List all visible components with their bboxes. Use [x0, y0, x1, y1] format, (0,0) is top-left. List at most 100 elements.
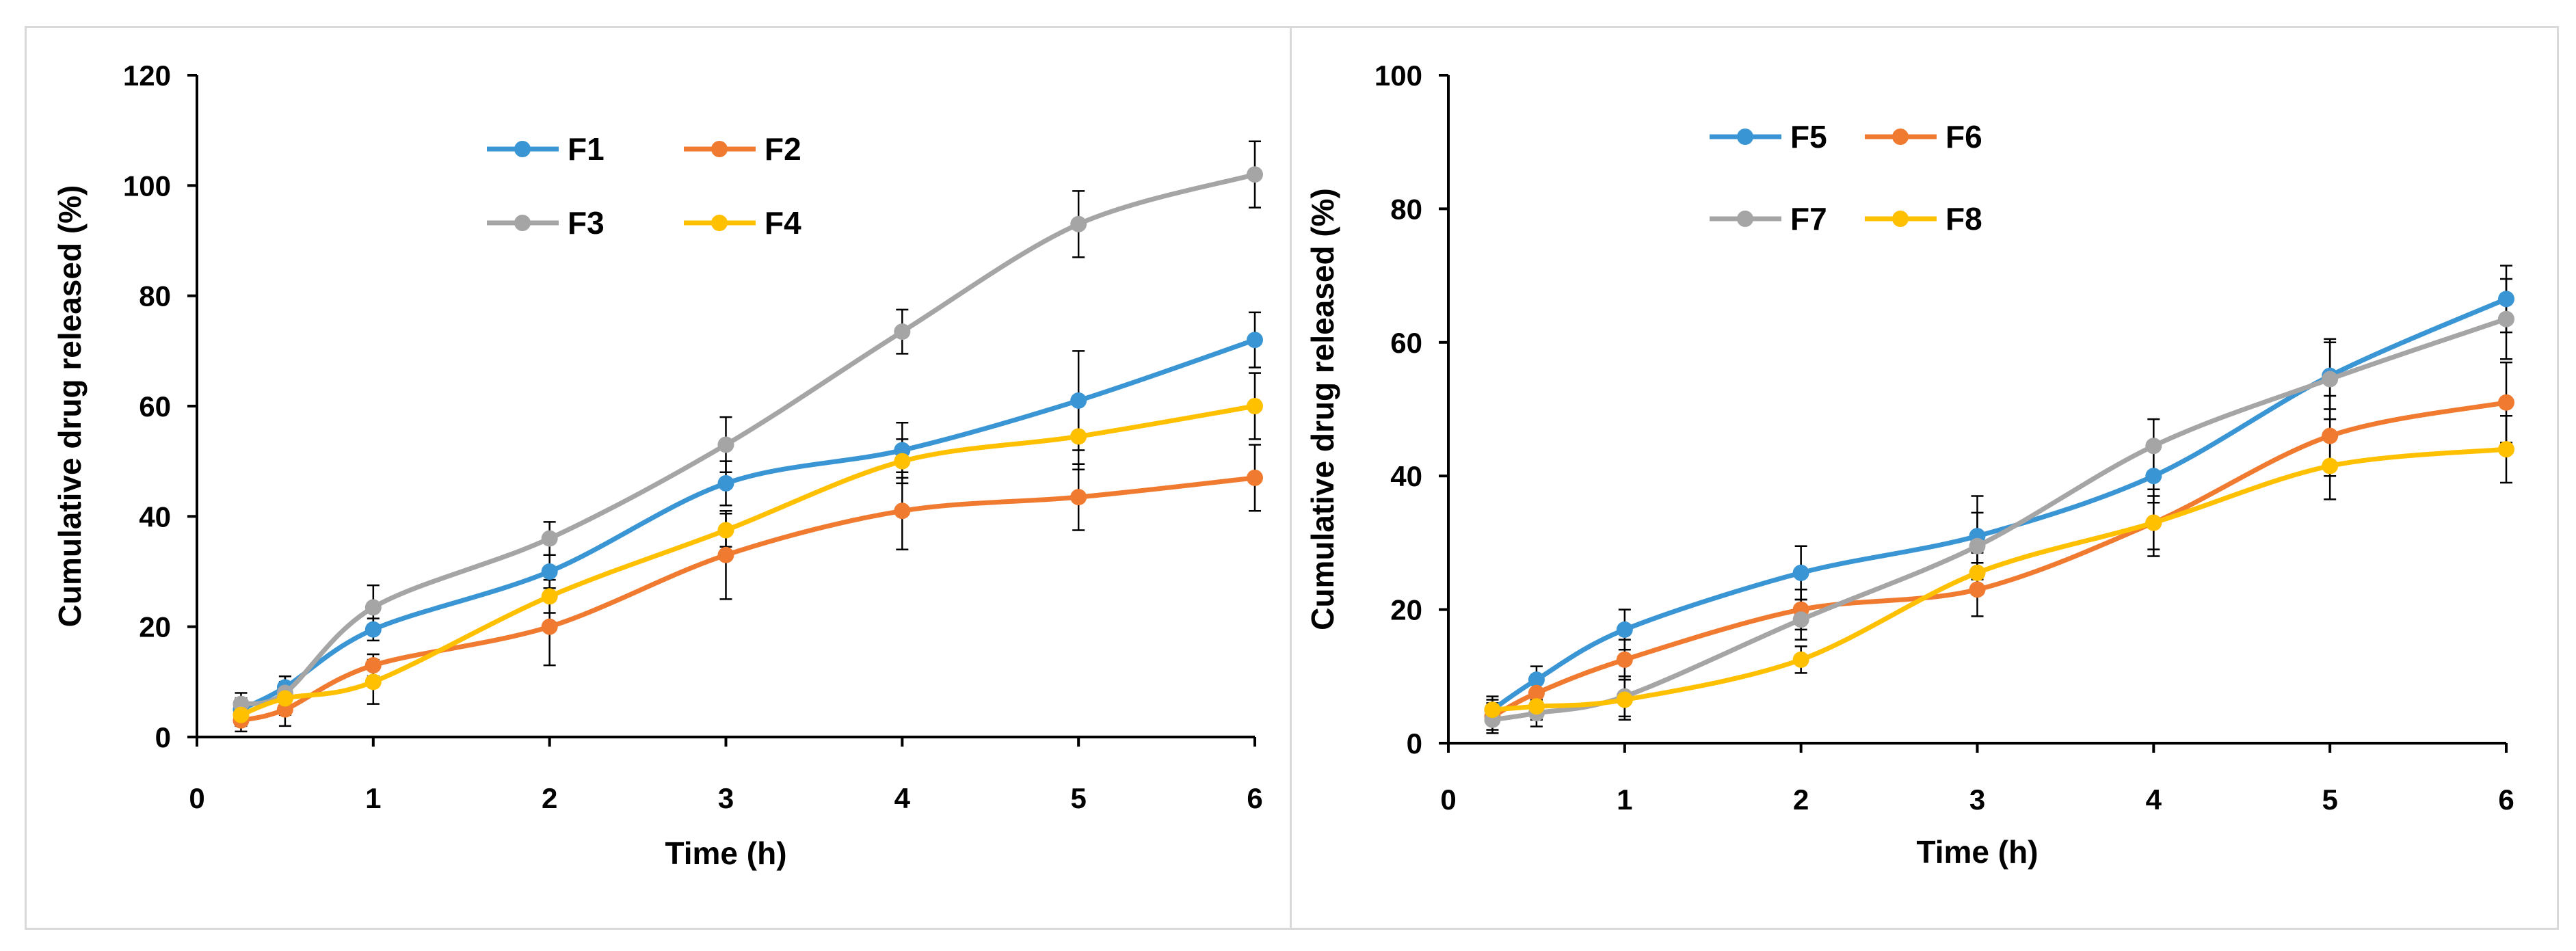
legend-swatch-marker [1892, 211, 1909, 227]
data-point-f6 [1528, 684, 1545, 701]
y-tick-label: 40 [1390, 460, 1422, 492]
legend: F1 F2 F3 F4 [487, 131, 801, 241]
data-point-f8 [1528, 698, 1545, 715]
x-tick-label: 4 [2146, 783, 2162, 816]
data-point-f5 [1616, 621, 1633, 638]
x-tick-label: 4 [894, 782, 911, 814]
data-point-f4 [894, 453, 911, 470]
legend-swatch-marker [1892, 129, 1909, 145]
y-tick-label: 20 [139, 611, 171, 643]
data-point-f3 [364, 599, 382, 616]
legend-swatch-marker [514, 141, 531, 157]
data-point-f3 [717, 436, 734, 453]
x-tick-label: 6 [1247, 782, 1262, 814]
y-axis-label: Cumulative drug released (%) [1305, 188, 1340, 630]
legend-swatch-marker [1737, 129, 1753, 145]
data-point-f1 [364, 621, 382, 638]
legend: F5 F6 F7 F8 [1710, 119, 1982, 237]
x-axis-label: Time (h) [1916, 834, 2038, 870]
y-tick-label: 0 [155, 721, 171, 753]
data-point-f8 [1484, 701, 1501, 719]
data-point-f8 [2145, 514, 2162, 531]
y-tick-label: 120 [123, 59, 171, 92]
legend-label-f8: F8 [1946, 201, 1982, 237]
series-line-f6 [1489, 400, 2509, 719]
data-point-f1 [1070, 392, 1087, 409]
data-point-f2 [1070, 489, 1087, 506]
data-point-f4 [717, 522, 734, 539]
chart-panel-left [25, 26, 1292, 930]
data-point-f3 [541, 530, 558, 547]
data-point-f2 [541, 618, 558, 635]
data-point-f8 [2322, 457, 2339, 474]
chart-panel-right [1290, 26, 2559, 930]
data-point-f5 [1792, 564, 1809, 581]
data-point-f1 [1247, 332, 1263, 349]
legend-label-f1: F1 [568, 131, 605, 167]
data-point-f7 [2498, 310, 2514, 327]
series-line-f5 [1489, 296, 2509, 712]
data-point-f4 [276, 690, 293, 707]
series-line-f8 [1489, 446, 2509, 712]
y-tick-label: 100 [123, 170, 171, 202]
x-tick-label: 2 [542, 782, 557, 814]
data-point-f4 [364, 673, 382, 691]
data-point-f6 [1616, 651, 1633, 668]
legend-label-f4: F4 [765, 205, 801, 241]
chart-2: 0 20 40 60 80 100 0 1 2 3 4 5 6 Time (h) Cumulative dr… [1305, 59, 2514, 870]
x-tick-label: 5 [2322, 783, 2337, 816]
data-point-f8 [1616, 691, 1633, 708]
data-point-f6 [2322, 427, 2339, 444]
y-tick-label: 80 [139, 280, 171, 312]
data-point-f7 [1969, 537, 1986, 554]
data-point-f3 [894, 323, 911, 340]
x-tick-label: 6 [2498, 783, 2514, 816]
legend-label-f7: F7 [1790, 201, 1827, 237]
data-point-f8 [2498, 441, 2514, 458]
x-tick-label: 1 [1617, 783, 1632, 816]
x-axis-label: Time (h) [665, 835, 786, 871]
data-point-f3 [1247, 166, 1263, 183]
series-line-f7 [1489, 317, 2509, 723]
data-point-f2 [1247, 469, 1263, 486]
x-tick-label: 5 [1070, 782, 1086, 814]
data-point-f5 [2145, 468, 2162, 485]
legend-swatch-marker [711, 215, 728, 231]
y-tick-label: 0 [1407, 727, 1422, 760]
y-tick-label: 100 [1375, 59, 1422, 92]
data-point-f1 [717, 474, 734, 492]
data-point-f3 [1070, 215, 1087, 232]
x-tick-label: 0 [1440, 783, 1456, 816]
data-point-f7 [2145, 438, 2162, 455]
data-point-f8 [1792, 651, 1809, 668]
data-point-f8 [1969, 564, 1986, 581]
data-point-f1 [541, 563, 558, 580]
y-tick-label: 60 [139, 390, 171, 423]
data-point-f6 [2498, 394, 2514, 411]
legend-swatch-marker [1737, 211, 1753, 227]
data-point-f4 [1070, 428, 1087, 445]
data-point-f4 [541, 588, 558, 605]
x-tick-label: 2 [1793, 783, 1809, 816]
data-point-f6 [1969, 581, 1986, 598]
data-point-f5 [1528, 671, 1545, 688]
y-axis-label: Cumulative drug released (%) [52, 185, 88, 628]
data-point-f7 [2322, 371, 2339, 388]
data-point-f5 [2498, 291, 2514, 308]
x-tick-label: 1 [365, 782, 381, 814]
legend-label-f5: F5 [1790, 119, 1827, 155]
legend-label-f6: F6 [1946, 119, 1982, 155]
y-tick-label: 40 [139, 500, 171, 533]
legend-swatch-marker [514, 215, 531, 231]
y-tick-label: 60 [1390, 327, 1422, 359]
y-tick-label: 20 [1390, 594, 1422, 626]
data-point-f2 [364, 657, 382, 674]
y-tick-label: 80 [1390, 193, 1422, 225]
x-tick-label: 3 [718, 782, 734, 814]
series-line-f1 [238, 337, 1258, 712]
legend-label-f3: F3 [568, 205, 605, 241]
legend-label-f2: F2 [765, 131, 801, 167]
series-line-f4 [238, 403, 1258, 718]
data-point-f2 [894, 503, 911, 520]
